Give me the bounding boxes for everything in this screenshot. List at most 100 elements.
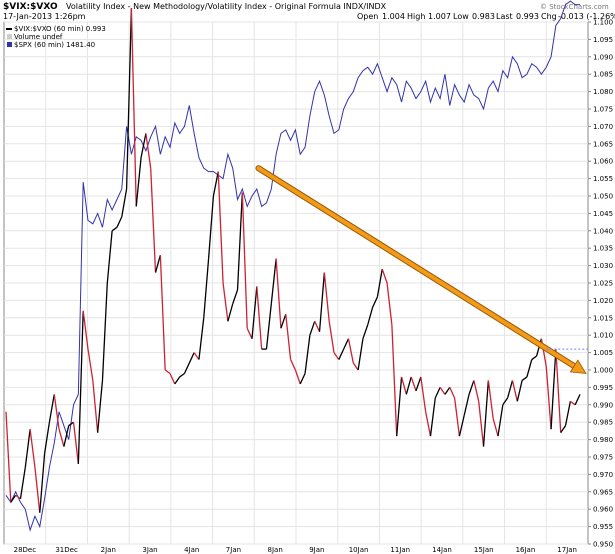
series-ratio-segment — [376, 268, 383, 298]
series-ratio-segment — [352, 362, 359, 371]
series-ratio-segment — [439, 387, 446, 395]
x-tick-label: 10Jan — [349, 546, 369, 554]
series-spx-line — [5, 0, 580, 532]
series-ratio-segment — [516, 380, 523, 402]
y-tick-label: 1.065 — [593, 140, 613, 148]
high-value: 1.007 — [428, 12, 451, 21]
trend-arrow-head — [569, 359, 587, 374]
x-tick-label: 17Jan — [557, 546, 577, 554]
series-ratio-segment — [502, 397, 509, 406]
legend-swatch-volume — [7, 34, 12, 39]
series-ratio-segment — [531, 355, 537, 361]
x-tick-label: 28Dec — [14, 546, 37, 554]
y-tick-label: 0.990 — [593, 401, 613, 409]
series-ratio-segment — [68, 421, 74, 427]
series-ratio-segment — [497, 404, 504, 437]
y-tick-label: 1.060 — [593, 158, 613, 166]
chart-date: 17-Jan-2013 1:26pm — [3, 12, 86, 21]
series-ratio-segment — [236, 192, 244, 290]
series-ratio-segment — [492, 418, 499, 437]
series-ratio-segment — [285, 314, 292, 360]
chg-value: -0.013 (-1.26%) — [558, 12, 615, 21]
legend-swatch-spx — [7, 42, 12, 47]
y-tick-label: 0.955 — [593, 523, 613, 531]
open-value: 1.004 — [382, 12, 405, 21]
series-ratio-segment — [48, 394, 55, 423]
series-ratio-segment — [347, 338, 354, 364]
series-ratio-segment — [371, 296, 379, 308]
series-ratio-segment — [135, 157, 142, 207]
y-tick-label: 1.070 — [593, 123, 613, 131]
series-ratio-segment — [193, 352, 200, 360]
series-ratio-segment — [289, 359, 297, 371]
y-tick-label: 1.035 — [593, 245, 613, 253]
y-tick-label: 0.985 — [593, 419, 613, 427]
series-ratio-segment — [545, 366, 552, 430]
chart-symbol: $VIX:$VXO — [3, 2, 58, 12]
y-tick-label: 1.050 — [593, 193, 613, 201]
series-ratio-segment — [458, 415, 465, 437]
series-ratio-segment — [265, 303, 272, 350]
series-ratio-segment — [140, 133, 147, 158]
series-ratio-segment — [246, 327, 253, 339]
y-tick-label: 1.100 — [593, 19, 613, 27]
y-tick-label: 0.970 — [593, 471, 613, 479]
series-ratio-segment — [212, 171, 219, 197]
series-ratio-segment — [101, 282, 108, 381]
series-ratio-segment — [106, 230, 113, 284]
series-ratio-segment — [169, 373, 176, 385]
series-ratio-segment — [34, 467, 41, 513]
trend-arrow — [256, 166, 577, 369]
y-tick-label: 0.950 — [593, 541, 613, 549]
y-tick-label: 1.090 — [593, 53, 613, 61]
series-ratio-segment — [323, 272, 330, 322]
series-ratio-segment — [150, 168, 157, 273]
y-tick-label: 1.040 — [593, 227, 613, 235]
series-ratio-segment — [391, 324, 398, 437]
series-ratio-segment — [449, 387, 456, 399]
series-ratio-segment — [507, 380, 514, 399]
series-ratio-segment — [429, 397, 436, 437]
series-ratio-segment — [463, 394, 470, 416]
series-ratio-segment — [15, 494, 21, 500]
series-ratio-segment — [241, 192, 248, 329]
series-ratio-segment — [159, 255, 166, 371]
y-tick-label: 0.975 — [593, 454, 613, 462]
series-ratio-segment — [270, 258, 277, 304]
series-ratio-segment — [362, 324, 369, 339]
x-tick-label: 15Jan — [474, 546, 494, 554]
series-ratio-segment — [386, 282, 393, 325]
series-ratio-segment — [478, 401, 485, 447]
series-ratio-segment — [10, 494, 17, 503]
x-tick-label: 3Jan — [142, 546, 157, 554]
legend: $VIX:$VXO (60 min) 0.993 Volume undef $S… — [6, 25, 106, 49]
y-tick-label: 1.045 — [593, 210, 613, 218]
grid — [4, 21, 588, 545]
series-ratio-segment — [396, 376, 403, 437]
series-ratio-segment — [564, 401, 571, 426]
series-ratio-segment — [183, 362, 190, 374]
x-tick-label: 8Jan — [268, 546, 283, 554]
x-tick-label: 4Jan — [184, 546, 199, 554]
y-tick-label: 0.980 — [593, 436, 613, 444]
low-label: Low — [453, 12, 469, 21]
series-ratio-segment — [560, 425, 567, 434]
series-ratio-segment — [521, 376, 528, 381]
series-ratio-segment — [453, 397, 461, 437]
series-ratio-segment — [121, 188, 128, 217]
series-ratio-segment — [367, 307, 374, 325]
series-ratio-segment — [251, 286, 258, 339]
x-tick-label: 7Jan — [226, 546, 241, 554]
series-ratio-segment — [179, 372, 185, 378]
series-ratio-segment — [227, 303, 234, 322]
series-ratio-segment — [400, 376, 407, 395]
series-ratio-segment — [415, 376, 422, 392]
series-ratio-segment — [473, 380, 480, 402]
series-ratio-segment — [294, 369, 301, 385]
series-ratio-segment — [338, 348, 345, 360]
series-ratio-segment — [444, 387, 451, 395]
y-tick-label: 1.005 — [593, 349, 613, 357]
y-tick-label: 1.085 — [593, 71, 613, 79]
series-ratio-segment — [24, 429, 31, 468]
series-ratio-segment — [96, 380, 104, 433]
